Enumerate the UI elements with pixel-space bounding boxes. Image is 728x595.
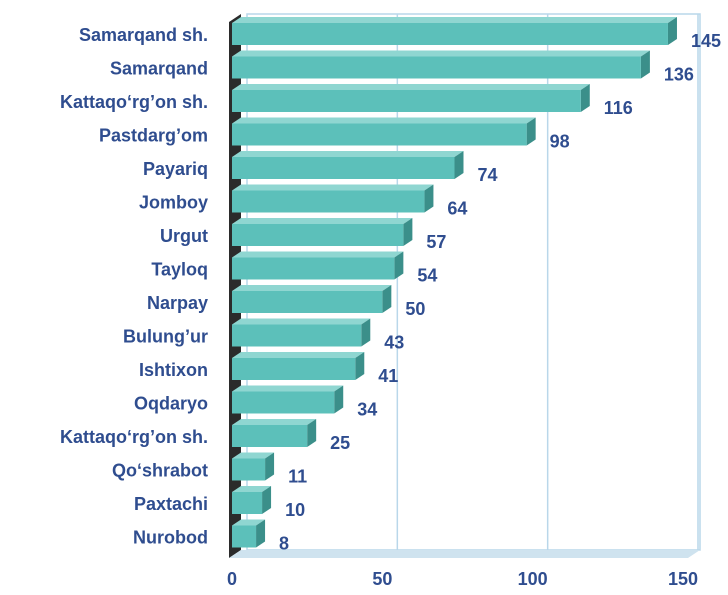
y-tick-label: Oqdaryo (134, 393, 208, 413)
y-tick-label: Narpay (147, 293, 208, 313)
bar-top (232, 385, 344, 392)
data-label: 64 (447, 198, 467, 218)
data-label: 50 (405, 299, 425, 319)
bar (232, 291, 383, 313)
bar (232, 23, 668, 45)
y-tick-label: Samarqand sh. (79, 25, 208, 45)
bar-end (526, 117, 536, 146)
x-tick-label: 150 (668, 569, 698, 589)
bar (232, 123, 527, 146)
y-tick-label: Urgut (160, 226, 208, 246)
data-label: 98 (550, 131, 570, 151)
data-label: 136 (664, 64, 694, 84)
bar (232, 391, 335, 414)
data-label: 11 (288, 466, 307, 486)
bar-end (361, 318, 371, 347)
bar-end (580, 84, 590, 112)
data-label: 25 (330, 433, 350, 453)
data-label: 10 (285, 500, 305, 520)
y-tick-label: Tayloq (151, 259, 208, 279)
bar-top (232, 50, 650, 57)
bar (232, 525, 257, 548)
bar-end (394, 251, 404, 280)
data-label: 145 (691, 31, 721, 51)
y-tick-label: Kattaqo‘rg’on sh. (60, 427, 208, 447)
bar-end (334, 385, 344, 414)
bar (232, 492, 263, 514)
bar-top (232, 218, 413, 224)
bar (232, 56, 641, 79)
data-label: 57 (426, 232, 446, 252)
bar-top (232, 151, 464, 157)
bar-top (232, 285, 392, 291)
bar-top (232, 352, 365, 358)
bar (232, 190, 425, 213)
y-tick-label: Kattaqo‘rg’on sh. (60, 92, 208, 112)
bar-top (232, 318, 371, 325)
bar-top (232, 184, 434, 191)
bar (232, 358, 356, 380)
bar-end (355, 352, 365, 380)
bar-top (232, 452, 275, 459)
data-label: 34 (357, 399, 377, 419)
bar (232, 425, 308, 447)
bar-top (232, 251, 404, 258)
bar-end (424, 184, 434, 213)
y-tick-label: Pastdarg’om (99, 125, 208, 145)
bar-end (265, 452, 275, 481)
bar-end (640, 50, 650, 79)
data-label: 74 (477, 165, 497, 185)
bar-top (232, 419, 317, 425)
bar (232, 90, 581, 112)
bar-top (232, 486, 272, 492)
y-tick-label: Ishtixon (139, 360, 208, 380)
bar (232, 324, 362, 347)
data-label: 116 (604, 98, 633, 118)
y-tick-label: Payariq (143, 159, 208, 179)
bar-end (307, 419, 317, 447)
x-tick-label: 100 (518, 569, 548, 589)
y-tick-label: Qo‘shrabot (112, 460, 208, 480)
bar-end (454, 151, 464, 179)
bar-top (232, 519, 266, 526)
y-tick-label: Paxtachi (134, 494, 208, 514)
y-tick-label: Nurobod (133, 527, 208, 547)
bar-top (232, 117, 536, 124)
bar (232, 157, 455, 179)
bar-end (262, 486, 272, 514)
data-label: 8 (279, 533, 289, 553)
bar (232, 458, 266, 481)
bar-top (232, 17, 677, 23)
bar-end (403, 218, 413, 246)
bar (232, 224, 404, 246)
bar-end (382, 285, 392, 313)
bar-top (232, 84, 590, 90)
x-tick-label: 0 (227, 569, 237, 589)
x-tick-label: 50 (372, 569, 392, 589)
data-label: 41 (378, 366, 398, 386)
bar-end (667, 17, 677, 45)
data-label: 54 (417, 265, 437, 285)
floor (229, 550, 700, 558)
y-tick-label: Samarqand (110, 58, 208, 78)
data-label: 43 (384, 332, 404, 352)
y-tick-label: Jomboy (139, 192, 208, 212)
y-tick-label: Bulung’ur (123, 326, 208, 346)
bar-end (256, 519, 266, 548)
bar (232, 257, 395, 280)
